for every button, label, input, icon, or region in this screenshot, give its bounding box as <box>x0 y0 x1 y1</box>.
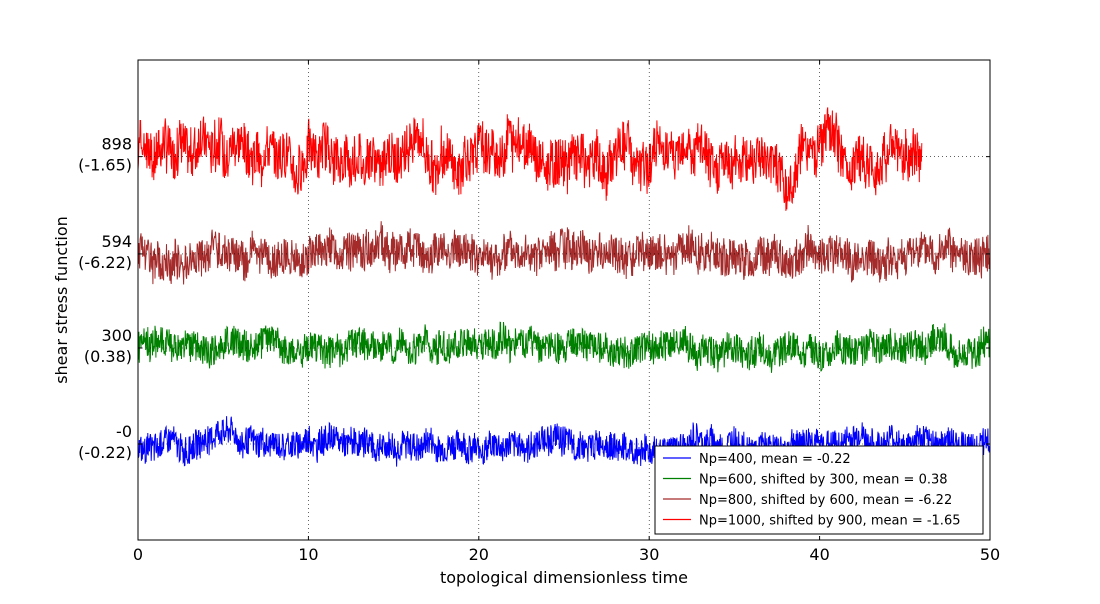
plot-frame <box>137 59 991 541</box>
series-line-3 <box>138 107 923 211</box>
y-tick-sublabel: (-0.22) <box>78 443 132 462</box>
legend: Np=400, mean = -0.22 Np=600, shifted by 3… <box>654 445 984 535</box>
legend-entry: Np=600, shifted by 300, mean = 0.38 <box>699 473 948 488</box>
x-axis-label: topological dimensionless time <box>440 568 688 587</box>
series-line-0 <box>138 416 990 468</box>
legend-entry: Np=1000, shifted by 900, mean = -1.65 <box>699 514 961 529</box>
series-layer <box>138 107 990 468</box>
series-line-2 <box>138 221 990 285</box>
y-axis-label: shear stress function <box>52 216 71 384</box>
x-tick-label: 40 <box>809 545 829 564</box>
y-tick-label: 898 <box>101 135 132 154</box>
y-tick-sublabel: (-6.22) <box>78 253 132 272</box>
x-tick-label: 50 <box>980 545 1000 564</box>
legend-entry: Np=400, mean = -0.22 <box>699 452 851 467</box>
ticks-layer: 0 10 20 30 40 50 -0 (-0.22) 300 (0.38) 594 (-6.22) 8… <box>78 60 1000 564</box>
series-line-1 <box>138 321 990 373</box>
y-tick-sublabel: (0.38) <box>84 347 132 366</box>
x-tick-label: 0 <box>133 545 143 564</box>
x-tick-label: 20 <box>469 545 489 564</box>
x-tick-label: 10 <box>298 545 318 564</box>
y-tick-sublabel: (-1.65) <box>78 156 132 175</box>
legend-box <box>654 445 984 535</box>
y-tick-label: 594 <box>101 232 132 251</box>
y-tick-label: 300 <box>101 326 132 345</box>
legend-entry: Np=800, shifted by 600, mean = -6.22 <box>699 493 952 508</box>
x-tick-label: 30 <box>639 545 659 564</box>
y-tick-label: -0 <box>116 422 132 441</box>
grid-layer <box>138 60 990 540</box>
